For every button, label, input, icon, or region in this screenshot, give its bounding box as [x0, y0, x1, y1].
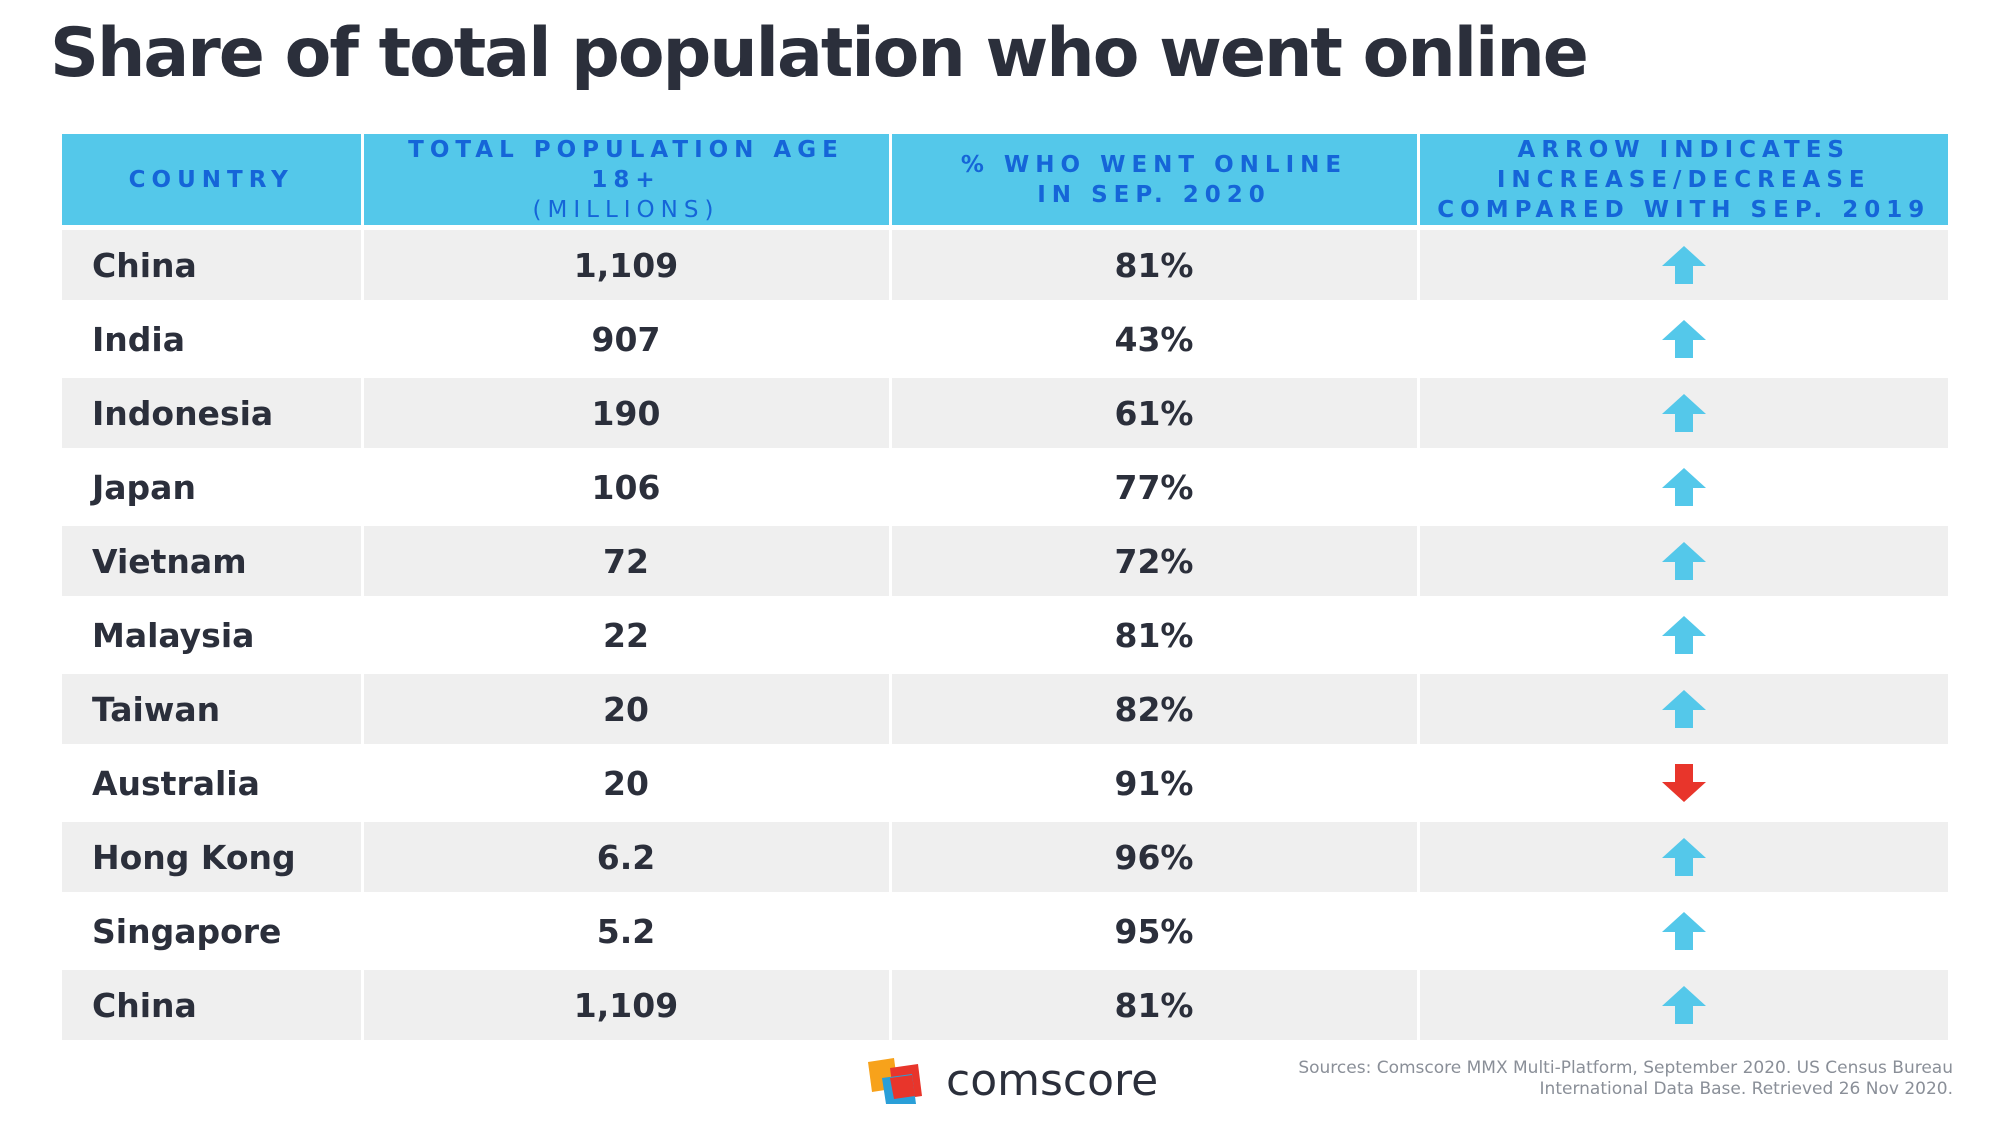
source-line: International Data Base. Retrieved 26 No… [1539, 1079, 1953, 1099]
country-cell: Australia [62, 746, 364, 822]
column-header-label: COMPARED WITH SEP. 2019 [1437, 196, 1931, 223]
table-row: Australia 20 91% [62, 746, 1948, 822]
table-row: Malaysia 22 81% [62, 598, 1948, 674]
online-share-cell: 77% [890, 450, 1420, 526]
arrow-up-icon [1661, 838, 1706, 876]
online-share-cell: 43% [890, 302, 1420, 378]
country-cell: Taiwan [62, 672, 364, 748]
table-row: Japan 106 77% [62, 450, 1948, 526]
column-header-label: COUNTRY [128, 166, 294, 193]
online-share-cell: 82% [890, 672, 1420, 748]
table-row: Taiwan 20 82% [62, 672, 1948, 748]
country-cell: Indonesia [62, 376, 364, 452]
online-share-cell: 81% [890, 598, 1420, 674]
population-cell: 20 [362, 672, 892, 748]
population-cell: 6.2 [362, 820, 892, 896]
population-cell: 72 [362, 524, 892, 600]
country-cell: China [62, 968, 364, 1044]
page-title: Share of total population who went onlin… [50, 14, 1589, 93]
arrow-up-icon [1661, 394, 1706, 432]
trend-cell [1418, 672, 1948, 748]
trend-cell [1418, 376, 1948, 452]
arrow-up-icon [1661, 986, 1706, 1024]
source-line: Sources: Comscore MMX Multi-Platform, Se… [1298, 1058, 1953, 1078]
table-row: India 907 43% [62, 302, 1948, 378]
column-header-label: % WHO WENT ONLINE [960, 151, 1348, 178]
table-row: China 1,109 81% [62, 968, 1948, 1044]
population-cell: 5.2 [362, 894, 892, 970]
column-header-label: TOTAL POPULATION AGE 18+ [408, 136, 844, 193]
arrow-up-icon [1661, 320, 1706, 358]
population-cell: 1,109 [362, 227, 892, 304]
column-header-sublabel: (MILLIONS) [532, 196, 720, 223]
column-header-label: INCREASE/DECREASE [1496, 166, 1871, 193]
trend-cell [1418, 450, 1948, 526]
country-cell: Japan [62, 450, 364, 526]
source-note: Sources: Comscore MMX Multi-Platform, Se… [1298, 1058, 1953, 1100]
trend-cell [1418, 524, 1948, 600]
trend-cell [1418, 746, 1948, 822]
data-table: COUNTRY TOTAL POPULATION AGE 18+ (MILLIONS… [62, 134, 1948, 1044]
online-share-cell: 96% [890, 820, 1420, 896]
population-cell: 190 [362, 376, 892, 452]
trend-cell [1418, 227, 1948, 304]
country-cell: India [62, 302, 364, 378]
trend-cell [1418, 302, 1948, 378]
arrow-up-icon [1661, 616, 1706, 654]
country-cell: Hong Kong [62, 820, 364, 896]
header-online: % WHO WENT ONLINE IN SEP. 2020 [890, 134, 1420, 230]
arrow-up-icon [1661, 912, 1706, 950]
arrow-down-icon [1661, 764, 1706, 802]
country-cell: China [62, 227, 364, 304]
arrow-up-icon [1661, 690, 1706, 728]
table-body: China 1,109 81% India 907 43% Indonesia 190 61% J… [62, 227, 1948, 1044]
country-cell: Vietnam [62, 524, 364, 600]
header-country: COUNTRY [62, 134, 364, 230]
arrow-up-icon [1661, 542, 1706, 580]
trend-cell [1418, 598, 1948, 674]
table-row: China 1,109 81% [62, 227, 1948, 304]
table-header-row: COUNTRY TOTAL POPULATION AGE 18+ (MILLIONS… [62, 134, 1948, 230]
column-header-label: ARROW INDICATES [1517, 136, 1850, 163]
online-share-cell: 61% [890, 376, 1420, 452]
online-share-cell: 81% [890, 227, 1420, 304]
comscore-logo: comscore [868, 1055, 1158, 1106]
trend-cell [1418, 894, 1948, 970]
comscore-logo-mark-icon [868, 1057, 922, 1104]
trend-cell [1418, 820, 1948, 896]
comscore-logo-text: comscore [946, 1055, 1159, 1106]
table-row: Indonesia 190 61% [62, 376, 1948, 452]
online-share-cell: 95% [890, 894, 1420, 970]
population-cell: 106 [362, 450, 892, 526]
country-cell: Malaysia [62, 598, 364, 674]
table-row: Singapore 5.2 95% [62, 894, 1948, 970]
trend-cell [1418, 968, 1948, 1044]
country-cell: Singapore [62, 894, 364, 970]
online-share-cell: 81% [890, 968, 1420, 1044]
population-cell: 907 [362, 302, 892, 378]
arrow-up-icon [1661, 468, 1706, 506]
table-row: Vietnam 72 72% [62, 524, 1948, 600]
header-population: TOTAL POPULATION AGE 18+ (MILLIONS) [362, 134, 892, 230]
online-share-cell: 91% [890, 746, 1420, 822]
online-share-cell: 72% [890, 524, 1420, 600]
population-cell: 22 [362, 598, 892, 674]
column-header-label: IN SEP. 2020 [1037, 181, 1271, 208]
table-row: Hong Kong 6.2 96% [62, 820, 1948, 896]
population-cell: 1,109 [362, 968, 892, 1044]
arrow-up-icon [1661, 246, 1706, 284]
header-trend: ARROW INDICATES INCREASE/DECREASE COMPARED… [1418, 134, 1948, 230]
population-cell: 20 [362, 746, 892, 822]
